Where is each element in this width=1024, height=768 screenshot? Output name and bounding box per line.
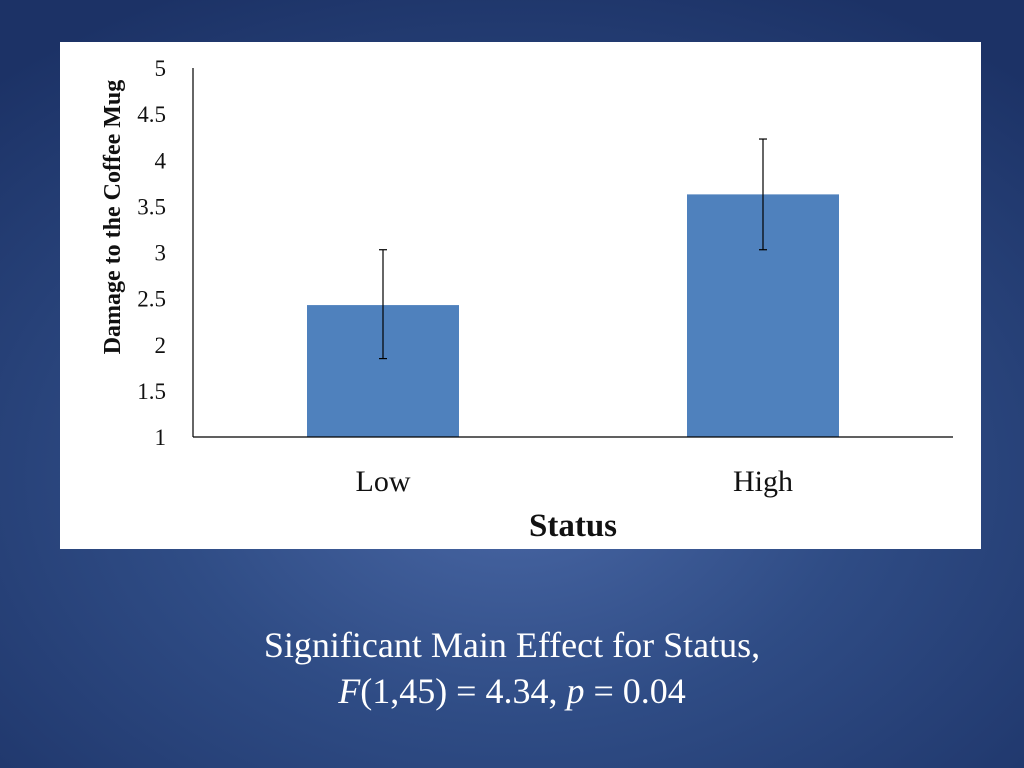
y-tick-label: 4.5 (137, 102, 166, 127)
y-tick-label: 1 (155, 425, 167, 450)
slide-caption: Significant Main Effect for Status, F(1,… (0, 622, 1024, 714)
stat-f-symbol: F (338, 671, 361, 711)
error-bars (379, 138, 767, 360)
caption-line-1: Significant Main Effect for Status, (263, 625, 761, 665)
stat-p-symbol: p (566, 671, 585, 711)
bars (307, 194, 839, 437)
y-tick-label: 5 (155, 56, 167, 81)
chart-panel: 1 1.5 2 2.5 3 3.5 4 4.5 5 Low High Damage to the … (60, 42, 981, 549)
y-tick-label: 4 (155, 148, 167, 173)
bar-chart: 1 1.5 2 2.5 3 3.5 4 4.5 5 Low High Damage to the … (100, 56, 953, 544)
x-axis-category-labels: Low High (356, 465, 794, 498)
x-category-label: Low (356, 465, 411, 498)
y-axis-ticks: 1 1.5 2 2.5 3 3.5 4 4.5 5 (137, 56, 166, 450)
y-tick-label: 3.5 (137, 194, 166, 219)
error-bar (379, 249, 387, 360)
y-tick-label: 1.5 (137, 379, 166, 404)
x-axis-title: Status (529, 508, 617, 544)
stat-f-value: (1,45) = 4.34, (360, 671, 567, 711)
x-category-label: High (733, 465, 793, 498)
stat-p-value: = 0.04 (584, 671, 686, 711)
y-tick-label: 2.5 (137, 287, 166, 312)
y-tick-label: 3 (155, 241, 167, 266)
y-tick-label: 2 (155, 333, 167, 358)
error-bar (759, 138, 767, 251)
y-axis-title: Damage to the Coffee Mug (100, 80, 126, 355)
caption-line-2: F(1,45) = 4.34, p = 0.04 (0, 668, 1024, 714)
